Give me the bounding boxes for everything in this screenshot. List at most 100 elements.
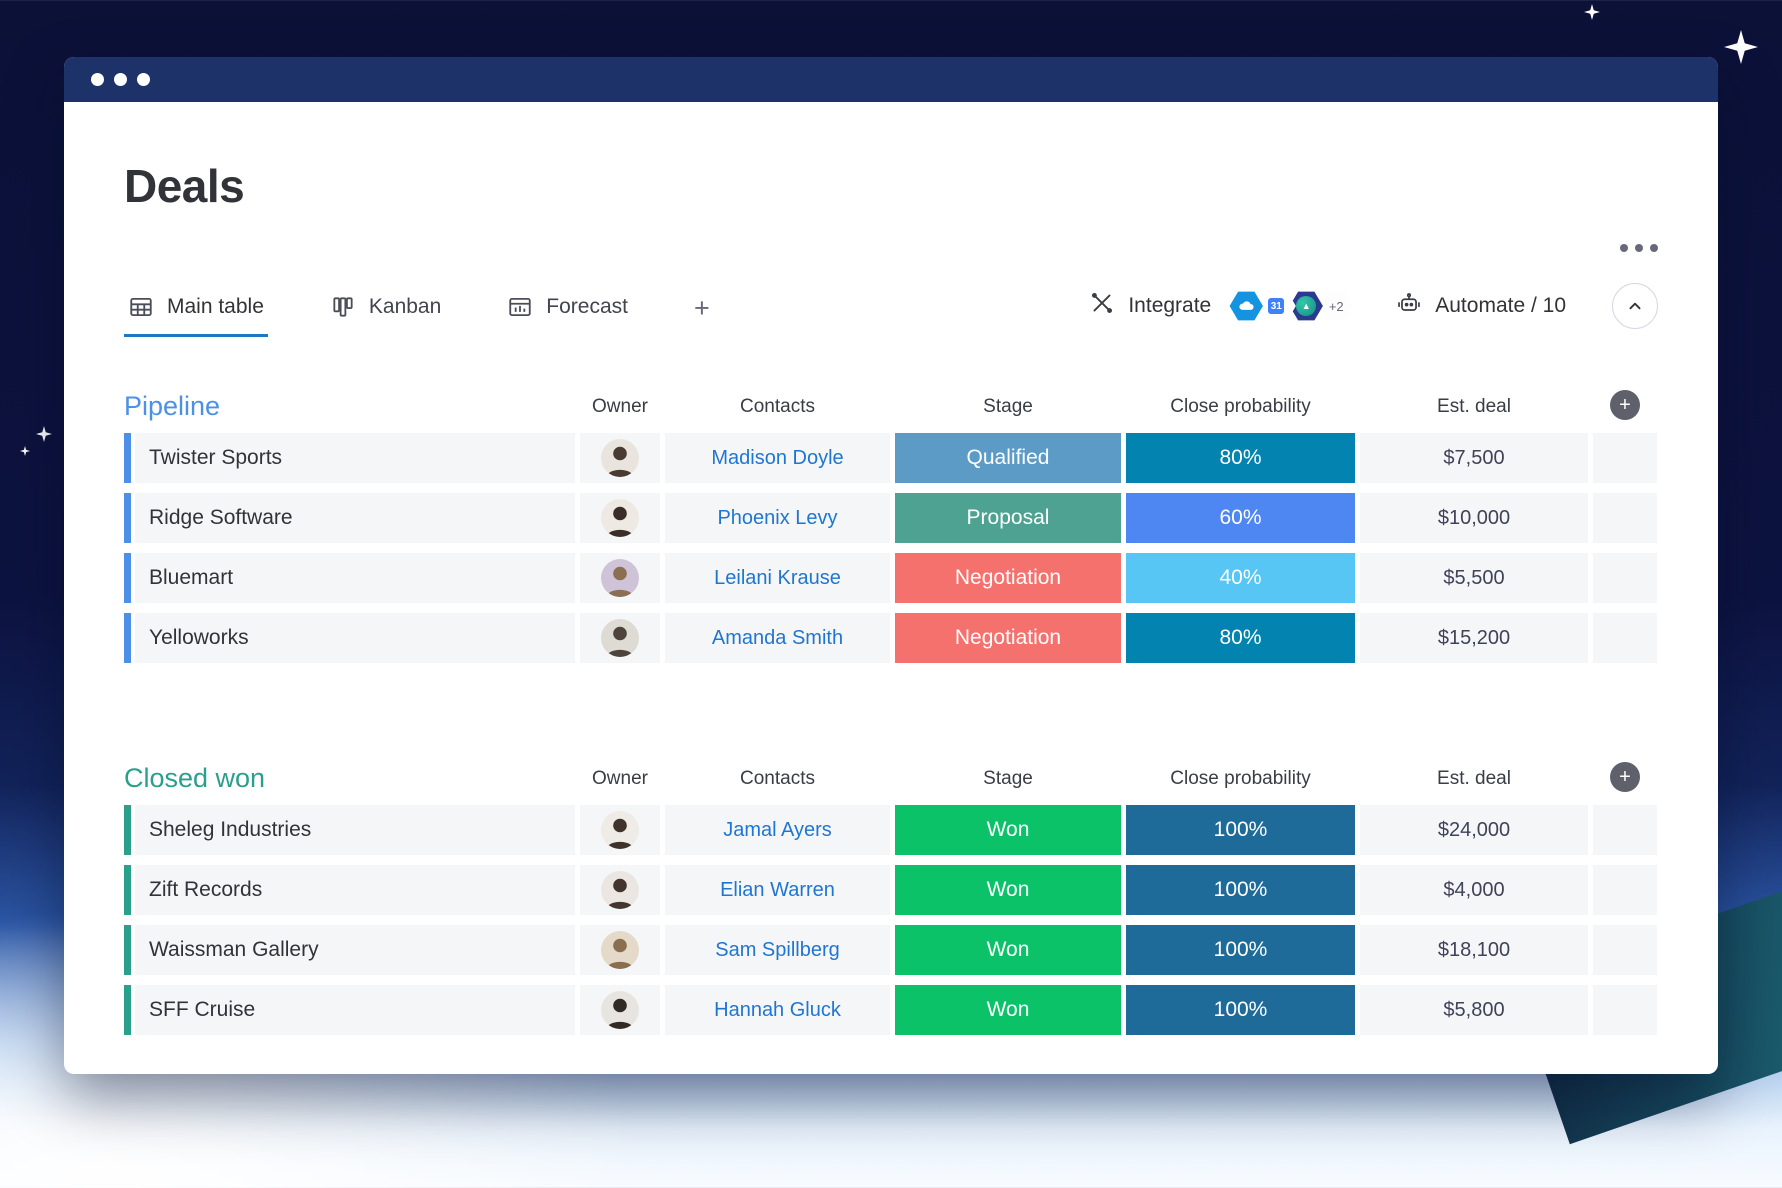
add-column-button[interactable]: + bbox=[1593, 390, 1657, 424]
stage-cell[interactable]: Won bbox=[895, 985, 1121, 1035]
view-tabs: Main table Kanban Forecast + bbox=[124, 293, 714, 337]
contact-link[interactable]: Elian Warren bbox=[720, 878, 835, 901]
owner-cell[interactable] bbox=[580, 493, 660, 543]
collapse-header-button[interactable] bbox=[1612, 283, 1658, 329]
est-deal-cell[interactable]: $18,100 bbox=[1360, 925, 1588, 975]
group-title[interactable]: Closed won bbox=[124, 763, 266, 793]
est-deal-cell[interactable]: $4,000 bbox=[1360, 865, 1588, 915]
board-content: Deals Main table Kanban Forecast + Integrat… bbox=[64, 160, 1718, 1074]
deal-name-cell[interactable]: Waissman Gallery bbox=[124, 925, 575, 975]
stage-cell[interactable]: Won bbox=[895, 865, 1121, 915]
stage-cell[interactable]: Negotiation bbox=[895, 553, 1121, 603]
robot-icon bbox=[1396, 290, 1422, 322]
deal-name-cell[interactable]: Zift Records bbox=[124, 865, 575, 915]
window-dot-icon[interactable] bbox=[137, 73, 150, 86]
close-probability-cell[interactable]: 60% bbox=[1126, 493, 1355, 543]
owner-avatar bbox=[601, 439, 639, 477]
integrate-button[interactable]: Integrate 31 ▲ bbox=[1089, 288, 1356, 324]
deal-name-cell[interactable]: Yelloworks bbox=[124, 613, 575, 663]
stage-cell[interactable]: Won bbox=[895, 925, 1121, 975]
group-header-row: Pipeline Owner Contacts Stage Close probabi… bbox=[124, 384, 1658, 424]
group-header-row: Closed won Owner Contacts Stage Close proba… bbox=[124, 756, 1658, 796]
deal-name-cell[interactable]: Ridge Software bbox=[124, 493, 575, 543]
forecast-chart-icon bbox=[507, 294, 533, 320]
tab-forecast[interactable]: Forecast bbox=[503, 293, 632, 337]
owner-cell[interactable] bbox=[580, 433, 660, 483]
deal-name-cell[interactable]: Bluemart bbox=[124, 553, 575, 603]
owner-cell[interactable] bbox=[580, 805, 660, 855]
contact-link[interactable]: Phoenix Levy bbox=[717, 506, 838, 529]
est-deal-cell[interactable]: $5,800 bbox=[1360, 985, 1588, 1035]
deal-row-ridge-software: Ridge Software Phoenix Levy Proposal 60% $10… bbox=[124, 493, 1658, 543]
window-titlebar bbox=[64, 57, 1718, 102]
owner-cell[interactable] bbox=[580, 925, 660, 975]
deal-row-sff-cruise: SFF Cruise Hannah Gluck Won 100% $5,800 bbox=[124, 985, 1658, 1035]
sparkle-icon bbox=[20, 446, 30, 456]
column-header-close-probability: Close probability bbox=[1170, 396, 1311, 417]
contact-cell: Leilani Krause bbox=[665, 553, 890, 603]
board-toolbar: Integrate 31 ▲ bbox=[1089, 283, 1658, 337]
close-probability-cell[interactable]: 80% bbox=[1126, 433, 1355, 483]
owner-cell[interactable] bbox=[580, 553, 660, 603]
owner-cell[interactable] bbox=[580, 985, 660, 1035]
deal-name-cell[interactable]: Twister Sports bbox=[124, 433, 575, 483]
stage-cell[interactable]: Negotiation bbox=[895, 613, 1121, 663]
kebab-menu-icon bbox=[1620, 244, 1628, 252]
kebab-menu-icon bbox=[1635, 244, 1643, 252]
tab-main-table[interactable]: Main table bbox=[124, 293, 268, 337]
close-probability-cell[interactable]: 100% bbox=[1126, 925, 1355, 975]
integrate-label: Integrate bbox=[1128, 294, 1212, 317]
row-spacer-cell bbox=[1593, 925, 1657, 975]
column-header-est-deal: Est. deal bbox=[1437, 396, 1511, 417]
row-spacer-cell bbox=[1593, 865, 1657, 915]
tab-label: Forecast bbox=[546, 295, 628, 318]
board-menu-button[interactable] bbox=[1620, 244, 1658, 252]
deal-name-cell[interactable]: SFF Cruise bbox=[124, 985, 575, 1035]
close-probability-cell[interactable]: 100% bbox=[1126, 985, 1355, 1035]
stage-cell[interactable]: Won bbox=[895, 805, 1121, 855]
window-dot-icon[interactable] bbox=[91, 73, 104, 86]
close-probability-cell[interactable]: 100% bbox=[1126, 805, 1355, 855]
owner-avatar bbox=[601, 559, 639, 597]
contact-cell: Phoenix Levy bbox=[665, 493, 890, 543]
add-column-button[interactable]: + bbox=[1593, 762, 1657, 796]
kebab-menu-icon bbox=[1650, 244, 1658, 252]
deal-row-twister-sports: Twister Sports Madison Doyle Qualified 80% $… bbox=[124, 433, 1658, 483]
owner-avatar bbox=[601, 871, 639, 909]
row-spacer-cell bbox=[1593, 985, 1657, 1035]
stage-cell[interactable]: Proposal bbox=[895, 493, 1121, 543]
row-spacer-cell bbox=[1593, 493, 1657, 543]
contact-link[interactable]: Leilani Krause bbox=[714, 566, 841, 589]
owner-cell[interactable] bbox=[580, 865, 660, 915]
chevron-up-icon bbox=[1629, 302, 1641, 310]
owner-cell[interactable] bbox=[580, 613, 660, 663]
salesforce-app-icon[interactable] bbox=[1226, 288, 1266, 324]
contact-link[interactable]: Jamal Ayers bbox=[723, 818, 832, 841]
contact-link[interactable]: Sam Spillberg bbox=[715, 938, 840, 961]
group-rows: Twister Sports Madison Doyle Qualified 80% $… bbox=[124, 433, 1658, 663]
group-title[interactable]: Pipeline bbox=[124, 391, 221, 421]
contact-link[interactable]: Hannah Gluck bbox=[714, 998, 841, 1021]
deal-name-cell[interactable]: Sheleg Industries bbox=[124, 805, 575, 855]
automate-button[interactable]: Automate / 10 bbox=[1396, 290, 1566, 322]
est-deal-cell[interactable]: $7,500 bbox=[1360, 433, 1588, 483]
close-probability-cell[interactable]: 80% bbox=[1126, 613, 1355, 663]
window-dot-icon[interactable] bbox=[114, 73, 127, 86]
tab-kanban[interactable]: Kanban bbox=[326, 293, 445, 337]
column-header-est-deal: Est. deal bbox=[1437, 768, 1511, 789]
est-deal-cell[interactable]: $24,000 bbox=[1360, 805, 1588, 855]
contact-link[interactable]: Amanda Smith bbox=[711, 626, 844, 649]
est-deal-cell[interactable]: $5,500 bbox=[1360, 553, 1588, 603]
deal-row-waissman-gallery: Waissman Gallery Sam Spillberg Won 100% $18,… bbox=[124, 925, 1658, 975]
stage-cell[interactable]: Qualified bbox=[895, 433, 1121, 483]
integration-app-icons: 31 ▲ +2 bbox=[1226, 288, 1356, 324]
est-deal-cell[interactable]: $15,200 bbox=[1360, 613, 1588, 663]
owner-avatar bbox=[601, 499, 639, 537]
contact-cell: Madison Doyle bbox=[665, 433, 890, 483]
contact-link[interactable]: Madison Doyle bbox=[711, 446, 844, 469]
group-rows: Sheleg Industries Jamal Ayers Won 100% $24,0… bbox=[124, 805, 1658, 1035]
close-probability-cell[interactable]: 100% bbox=[1126, 865, 1355, 915]
add-view-button[interactable]: + bbox=[690, 293, 714, 337]
close-probability-cell[interactable]: 40% bbox=[1126, 553, 1355, 603]
est-deal-cell[interactable]: $10,000 bbox=[1360, 493, 1588, 543]
